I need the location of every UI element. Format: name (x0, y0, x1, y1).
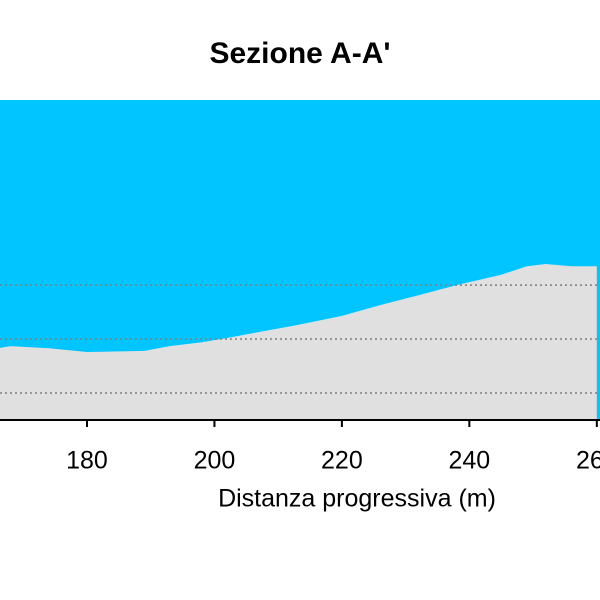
x-tick-label: 200 (194, 447, 236, 475)
x-tick-label: 260 (576, 447, 600, 475)
x-tick-label: 180 (66, 447, 108, 475)
terrain-area (0, 264, 597, 420)
x-tick-label: 240 (448, 447, 490, 475)
chart-title: Sezione A-A' (209, 37, 390, 70)
x-axis-label: Distanza progressiva (m) (218, 485, 496, 513)
x-tick-label: 220 (321, 447, 363, 475)
